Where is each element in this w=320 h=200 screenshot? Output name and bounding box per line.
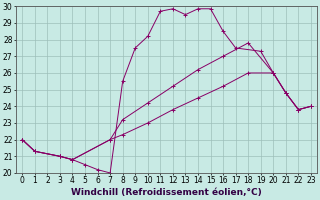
X-axis label: Windchill (Refroidissement éolien,°C): Windchill (Refroidissement éolien,°C) [71, 188, 262, 197]
